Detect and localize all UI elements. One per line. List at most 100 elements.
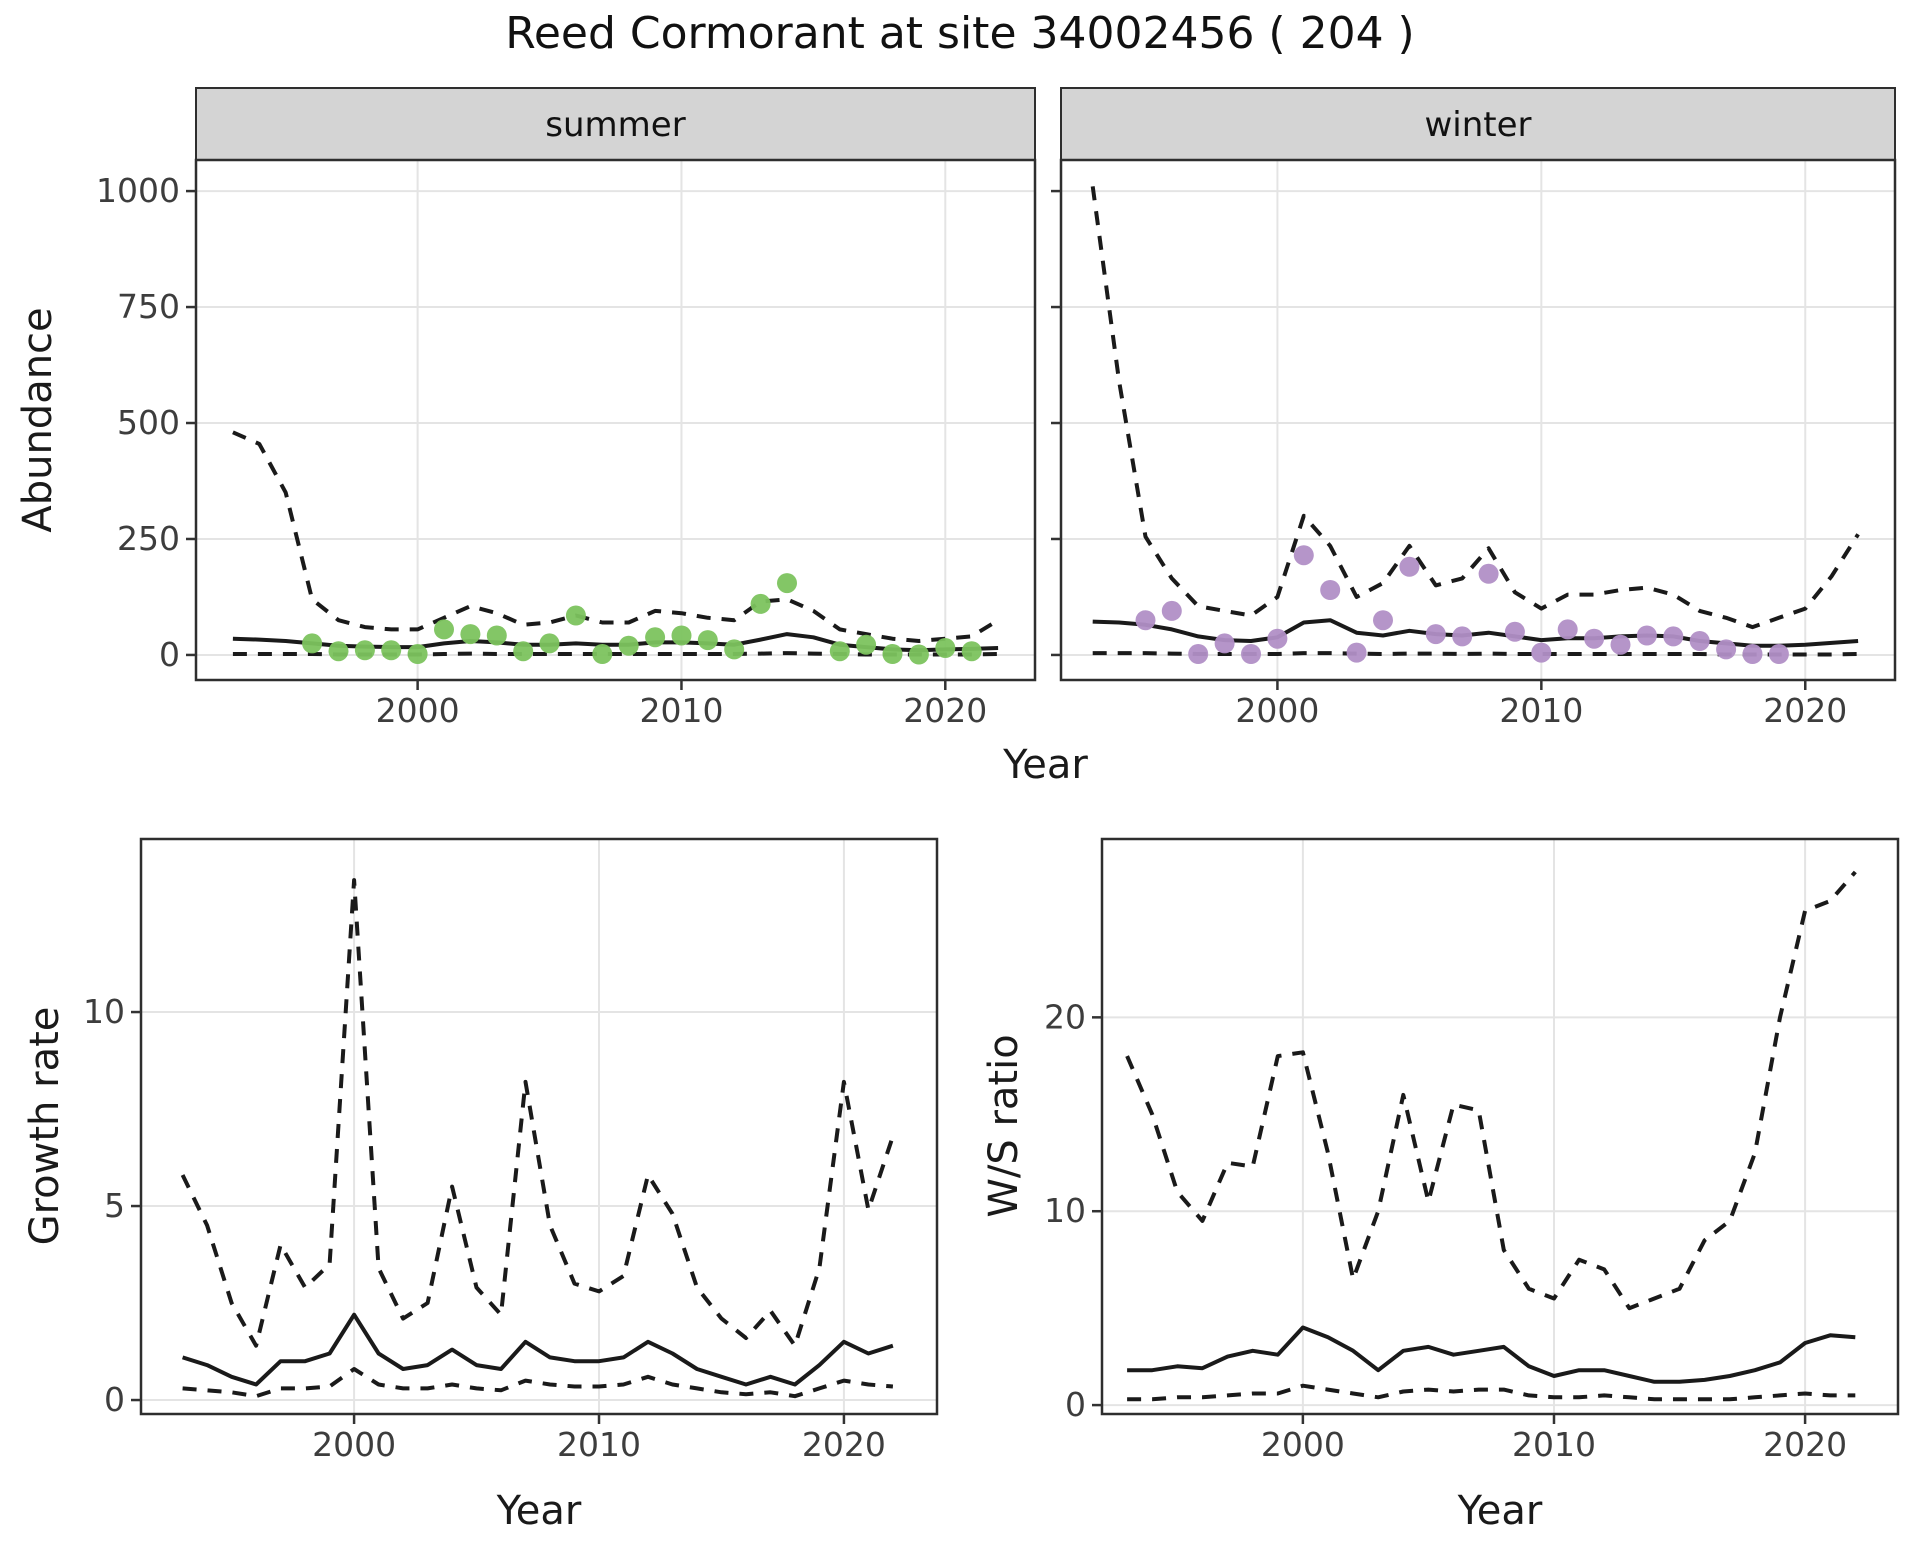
data-point	[328, 641, 349, 662]
facet-strip	[1060, 87, 1896, 161]
data-point	[1161, 600, 1182, 621]
data-point	[407, 644, 428, 664]
data-point	[1768, 644, 1789, 664]
data-point	[618, 635, 639, 656]
y-tick-label: 10	[83, 992, 125, 1031]
y-tick-label: 750	[117, 287, 180, 326]
data-point	[565, 605, 586, 626]
data-point	[1135, 610, 1156, 631]
x-tick-label: 2020	[1763, 1425, 1847, 1464]
x-tick-label: 2010	[1499, 691, 1583, 730]
data-point	[1399, 556, 1420, 577]
upper_ci-line	[1125, 870, 1857, 1311]
growth-rate-chart: 2000 2010 2020 0 5 10	[83, 837, 939, 1464]
data-point	[829, 641, 850, 662]
y-tick-label: 5	[104, 1186, 125, 1225]
panel-border	[1059, 158, 1897, 682]
upper_ci-line	[1090, 186, 1860, 630]
y-tick-label: 20	[1044, 997, 1086, 1036]
data-point	[750, 593, 771, 614]
data-point	[935, 638, 956, 658]
x-tick-label: 2010	[639, 691, 723, 730]
data-point	[1557, 619, 1578, 640]
x-tick-label: 2020	[1763, 691, 1847, 730]
upper_ci-line	[180, 878, 895, 1348]
data-point	[1452, 626, 1473, 647]
upper_ci-line	[232, 430, 1000, 643]
data-point	[434, 619, 454, 640]
data-point	[671, 625, 692, 646]
data-point	[1584, 628, 1605, 649]
panel-border	[139, 837, 939, 1416]
panel-background	[196, 160, 1035, 680]
lower_ci-line	[1127, 1383, 1856, 1402]
data-point	[882, 644, 903, 664]
data-point	[1610, 634, 1631, 655]
x-tick-label: 2010	[1512, 1425, 1596, 1464]
data-point	[539, 633, 560, 654]
data-point	[1425, 624, 1446, 645]
facet-strip-label: winter	[1424, 105, 1531, 145]
data-point	[1478, 563, 1499, 584]
plot-title: Reed Cormorant at site 34002456 ( 204 )	[505, 8, 1415, 59]
y-tick-label: 1000	[96, 171, 180, 210]
x-tick-label: 2020	[802, 1425, 886, 1464]
data-point	[1636, 625, 1657, 646]
x-tick-label: 2000	[376, 691, 460, 730]
x-tick-label: 2020	[903, 691, 987, 730]
data-point	[1531, 642, 1552, 663]
data-point	[1373, 610, 1393, 631]
data-point	[592, 644, 613, 664]
panel-background	[1102, 839, 1898, 1414]
x-axis-label-year-bottom-right: Year	[1457, 1488, 1543, 1534]
facet-strip-label: summer	[545, 105, 685, 145]
abundance-winter-chart: winter 2000 2010 2020	[1051, 87, 1897, 730]
median-line	[1127, 1325, 1856, 1384]
data-point	[1346, 642, 1367, 663]
data-point	[908, 644, 929, 665]
data-point	[1267, 628, 1288, 649]
median-line	[182, 1312, 894, 1387]
data-point	[1214, 633, 1235, 654]
data-point	[1716, 639, 1737, 660]
y-tick-label: 250	[117, 519, 180, 558]
data-point	[486, 625, 507, 646]
data-point	[381, 640, 402, 661]
data-point	[1188, 644, 1209, 664]
data-point	[856, 634, 877, 655]
x-tick-label: 2000	[312, 1425, 396, 1464]
x-tick-label: 2000	[1261, 1425, 1345, 1464]
panel-background	[141, 839, 937, 1414]
panel-border	[1100, 837, 1900, 1416]
data-point	[724, 639, 745, 660]
data-point	[460, 624, 481, 645]
ws-ratio-chart: 2000 2010 2020 0 10 20	[1044, 837, 1900, 1464]
data-point	[1241, 644, 1261, 664]
data-point	[777, 573, 797, 594]
y-tick-label: 0	[104, 1380, 125, 1419]
data-point	[697, 630, 718, 651]
panel-border	[194, 158, 1037, 682]
data-point	[302, 633, 323, 654]
data-point	[1504, 621, 1525, 642]
lower_ci-line	[182, 1367, 894, 1399]
data-point	[961, 641, 982, 662]
y-tick-label: 0	[159, 635, 180, 674]
data-point	[354, 640, 375, 661]
data-point	[1320, 580, 1341, 600]
x-axis-label-year-top: Year	[1003, 742, 1088, 788]
y-tick-label: 500	[117, 403, 180, 442]
data-point	[1293, 545, 1314, 566]
data-point	[645, 627, 666, 648]
data-point	[1689, 631, 1710, 651]
x-axis-label-year-bottom-left: Year	[496, 1488, 582, 1534]
y-tick-label: 0	[1065, 1385, 1086, 1424]
x-tick-label: 2000	[1235, 691, 1319, 730]
x-tick-label: 2010	[557, 1425, 641, 1464]
data-point	[1663, 626, 1684, 647]
data-point	[513, 641, 534, 662]
data-point	[1742, 644, 1763, 664]
y-tick-label: 10	[1044, 1191, 1086, 1230]
facet-strip	[195, 87, 1036, 161]
